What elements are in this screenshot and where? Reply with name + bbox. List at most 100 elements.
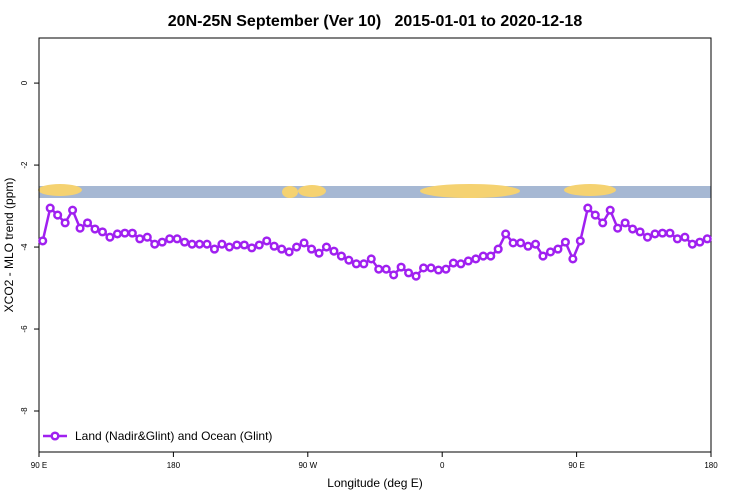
point xyxy=(157,237,167,247)
point xyxy=(687,239,697,249)
point xyxy=(486,251,496,261)
point xyxy=(441,264,451,274)
point xyxy=(628,224,638,234)
point xyxy=(560,237,570,247)
point xyxy=(396,262,406,272)
point xyxy=(695,237,705,247)
point xyxy=(194,239,205,249)
point xyxy=(135,234,145,244)
point xyxy=(299,238,309,248)
x-tick-label: 90 W xyxy=(298,461,317,470)
x-axis-label: Longitude (deg E) xyxy=(327,476,422,490)
y-axis-label: XCO2 - MLO trend (ppm) xyxy=(2,178,16,313)
point xyxy=(471,254,481,264)
y-tick-label: 0 xyxy=(20,80,29,85)
point xyxy=(53,210,63,220)
point xyxy=(172,234,182,244)
point xyxy=(180,237,190,247)
point xyxy=(366,254,376,264)
point xyxy=(97,227,108,237)
point xyxy=(254,240,264,250)
point xyxy=(545,247,556,257)
point xyxy=(613,223,623,233)
point xyxy=(277,244,287,254)
point xyxy=(284,247,294,257)
point xyxy=(493,244,503,254)
point xyxy=(508,238,518,248)
point xyxy=(262,236,272,246)
point xyxy=(635,227,645,237)
y-tick-label: -6 xyxy=(20,325,29,333)
point xyxy=(501,229,511,239)
point xyxy=(90,224,100,234)
x-tick-label: 180 xyxy=(167,461,181,470)
point xyxy=(351,259,361,269)
point xyxy=(426,263,436,273)
point xyxy=(568,254,578,264)
point xyxy=(239,240,249,250)
point xyxy=(389,270,399,280)
point xyxy=(418,263,429,273)
point xyxy=(38,236,48,246)
point xyxy=(306,244,317,254)
plot-frame xyxy=(38,37,712,453)
y-tick-label: -2 xyxy=(20,161,29,169)
point xyxy=(209,244,220,254)
chart-title: 20N-25N September (Ver 10) 2015-01-01 to… xyxy=(168,13,583,30)
point xyxy=(523,241,533,251)
point xyxy=(702,234,712,244)
legend-marker xyxy=(50,431,60,441)
point xyxy=(583,203,593,213)
point xyxy=(657,228,668,238)
x-tick-label: 180 xyxy=(704,461,718,470)
x-tick-label: 90 E xyxy=(31,461,47,470)
point xyxy=(590,210,600,220)
point xyxy=(45,203,55,213)
point xyxy=(224,242,234,252)
point xyxy=(329,246,339,256)
point xyxy=(202,239,212,249)
point xyxy=(142,232,152,242)
point xyxy=(598,218,608,228)
point xyxy=(374,264,384,274)
point xyxy=(620,218,630,228)
point xyxy=(575,236,585,246)
point xyxy=(404,268,414,278)
point xyxy=(665,228,675,238)
point xyxy=(150,239,160,249)
point xyxy=(672,234,682,244)
point xyxy=(448,258,458,268)
point xyxy=(605,205,615,215)
point xyxy=(478,251,488,261)
point xyxy=(60,218,70,228)
point xyxy=(456,259,466,269)
point xyxy=(165,234,175,244)
point xyxy=(538,251,548,261)
point xyxy=(217,239,227,249)
point xyxy=(82,218,93,228)
y-tick-label: -8 xyxy=(20,407,29,415)
point xyxy=(530,239,541,249)
point xyxy=(359,259,369,269)
x-tick-label: 0 xyxy=(440,461,445,470)
point xyxy=(344,255,354,265)
point xyxy=(68,205,78,215)
point xyxy=(314,248,324,258)
x-tick-label: 90 E xyxy=(568,461,584,470)
point xyxy=(292,242,302,252)
map-strip xyxy=(38,184,711,198)
point xyxy=(650,229,660,239)
point xyxy=(269,241,279,251)
legend-label: Land (Nadir&Glint) and Ocean (Glint) xyxy=(75,429,272,443)
point xyxy=(463,256,473,266)
point xyxy=(75,223,85,233)
point xyxy=(232,240,242,250)
point xyxy=(112,229,122,239)
point xyxy=(321,242,332,252)
point xyxy=(516,238,526,248)
point xyxy=(642,232,653,242)
point xyxy=(247,243,257,253)
point xyxy=(187,239,197,249)
point xyxy=(120,228,130,238)
